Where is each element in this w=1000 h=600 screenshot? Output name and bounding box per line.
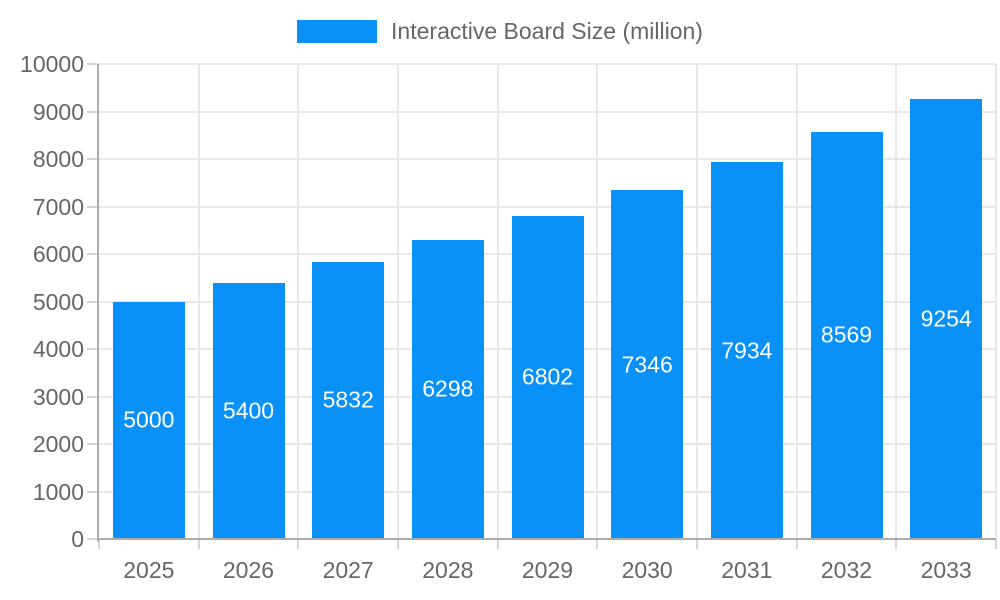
x-axis-tick [397,540,399,549]
bar[interactable]: 7934 [710,162,783,539]
gridline-horizontal [99,110,996,113]
gridline-horizontal [99,158,996,160]
plot-area: 5000 5400 5832 6298 6802 7346 7934 8569 9254 [99,63,997,539]
bar-value-label: 6802 [521,363,574,390]
y-axis-tick-label: 2000 [32,431,84,457]
gridline-vertical [397,64,399,539]
bar[interactable]: 5832 [312,261,385,539]
y-axis-tick [87,110,98,113]
x-axis-tick-label: 2027 [322,557,374,583]
y-axis-tick [87,205,98,208]
y-axis-tick [87,158,98,160]
x-axis-tick-label: 2025 [123,557,175,583]
bar[interactable]: 5000 [112,301,185,539]
gridline-horizontal [99,205,996,208]
gridline-vertical [496,64,499,539]
x-axis-tick-label: 2030 [621,557,673,583]
x-axis-tick-label: 2029 [521,557,574,583]
bar-value-label: 6298 [422,375,474,402]
bar[interactable]: 5400 [212,282,285,539]
gridline-vertical [297,64,300,539]
bar[interactable]: 8569 [810,131,883,539]
y-axis-tick-label: 3000 [32,383,84,410]
bar-value-label: 5832 [322,386,374,413]
x-axis-tick [297,540,300,549]
bar-value-label: 5400 [222,397,275,424]
x-axis-tick [696,540,698,549]
bar[interactable]: 9254 [910,99,983,539]
y-axis-tick-label: 6000 [32,241,84,267]
y-axis-tick-label: 4000 [32,336,84,362]
y-axis-tick-label: 10000 [20,51,84,77]
y-axis-tick [87,253,98,255]
y-axis-tick [87,348,98,350]
bar-value-label: 7934 [721,337,773,364]
y-axis-tick [87,443,98,445]
x-axis-tick-label: 2033 [920,557,972,583]
x-axis-tick-label: 2031 [721,557,773,583]
y-axis-tick [87,490,98,493]
x-axis-tick-label: 2028 [422,557,474,583]
gridline-vertical [895,64,898,539]
y-axis-tick [87,300,98,303]
x-axis-tick [995,540,997,549]
y-axis-tick-label: 8000 [32,146,84,172]
bar-value-label: 8569 [820,321,873,348]
y-axis-tick-label: 5000 [32,288,84,315]
x-axis-line [97,538,996,540]
x-axis-tick-label: 2032 [820,557,873,583]
x-axis-tick [197,540,200,549]
y-axis-tick-label: 7000 [32,193,84,220]
bar[interactable]: 6298 [411,239,484,539]
y-axis-tick-label: 9000 [32,98,84,125]
gridline-horizontal [99,63,996,65]
y-axis-tick [87,538,98,540]
gridline-vertical [596,64,599,539]
x-axis-tick [596,540,599,549]
gridline-vertical [795,64,798,539]
bar[interactable]: 7346 [611,190,684,539]
bar-value-label: 5000 [123,406,175,433]
gridline-vertical [696,64,698,539]
x-axis-tick [496,540,499,549]
y-axis-line [97,64,99,541]
x-axis-tick-label: 2026 [222,557,275,583]
bar[interactable]: 6802 [511,215,584,539]
legend: Interactive Board Size (million) [0,17,1000,45]
legend-item[interactable]: Interactive Board Size (million) [297,17,703,45]
y-axis-tick [87,395,98,398]
gridline-vertical [995,64,997,539]
x-axis-tick [895,540,898,549]
x-axis-tick [98,540,100,549]
legend-label: Interactive Board Size (million) [391,18,703,44]
y-axis-tick [87,63,98,65]
y-axis-tick-label: 0 [71,526,84,552]
gridline-vertical [197,64,200,539]
bar-value-label: 7346 [621,351,673,378]
bar-value-label: 9254 [920,305,972,332]
legend-swatch-icon [297,19,378,43]
y-axis-tick-label: 1000 [32,478,84,505]
x-axis-tick [795,540,798,549]
